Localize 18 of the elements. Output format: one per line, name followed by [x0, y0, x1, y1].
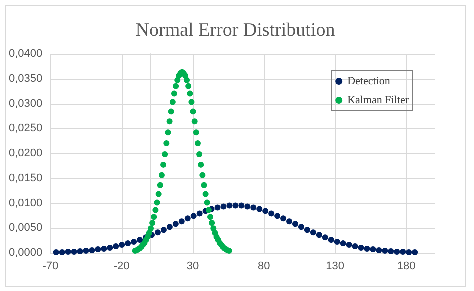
y-tick-label: 0,0050 — [8, 222, 43, 234]
y-tick-label: 0,0350 — [8, 72, 43, 85]
x-tick-label: 130 — [326, 260, 345, 272]
legend-label: Detection — [348, 76, 391, 88]
chart-title: Normal Error Distribution — [136, 20, 336, 41]
legend-label: Kalman Filter — [348, 94, 410, 106]
y-tick-label: 0,0100 — [8, 197, 43, 210]
x-tick-label: -70 — [42, 260, 59, 272]
x-tick-label: 30 — [186, 260, 200, 272]
x-tick-label: 180 — [397, 260, 416, 272]
y-tick-label: 0,0200 — [8, 148, 43, 160]
y-tick-label: 0,0250 — [8, 122, 43, 135]
x-tick-label: 80 — [258, 260, 270, 272]
x-tick-label: -20 — [114, 260, 130, 272]
y-tick-label: 0,0000 — [8, 247, 43, 259]
y-tick-label: 0,0400 — [8, 48, 43, 60]
y-tick-label: 0,0300 — [8, 98, 43, 110]
y-tick-label: 0,0150 — [8, 172, 43, 184]
